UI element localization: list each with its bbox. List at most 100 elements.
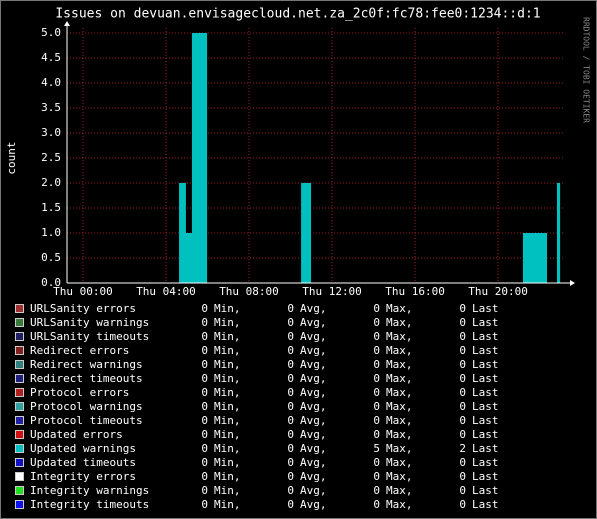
legend-min: 0 — [201, 414, 208, 427]
legend-last: 0 — [459, 386, 466, 399]
legend-column-label: Last — [472, 344, 499, 357]
legend-column-label: Max, — [386, 302, 413, 315]
legend-column-label: Min, — [214, 498, 241, 511]
y-tick-label: 4.5 — [41, 51, 61, 64]
legend-max: 0 — [373, 372, 380, 385]
legend-max: 0 — [373, 330, 380, 343]
legend-column-label: Min, — [214, 344, 241, 357]
y-axis-arrow — [64, 21, 70, 26]
legend-last: 0 — [459, 358, 466, 371]
legend-column-label: Avg, — [300, 498, 327, 511]
legend-column-label: Max, — [386, 498, 413, 511]
legend-swatch — [15, 500, 24, 509]
legend-name: Protocol timeouts — [30, 414, 143, 427]
legend-name: Updated warnings — [30, 442, 136, 455]
y-tick-label: 0.5 — [41, 251, 61, 264]
legend-min: 0 — [201, 400, 208, 413]
legend-column-label: Avg, — [300, 414, 327, 427]
legend-column-label: Last — [472, 442, 499, 455]
legend-min: 0 — [201, 316, 208, 329]
legend-avg: 0 — [287, 456, 294, 469]
legend-name: URLSanity errors — [30, 302, 136, 315]
legend-avg: 0 — [287, 484, 294, 497]
legend-column-label: Avg, — [300, 372, 327, 385]
legend-column-label: Last — [472, 372, 499, 385]
legend-max: 0 — [373, 456, 380, 469]
legend-name: Integrity errors — [30, 470, 136, 483]
legend-min: 0 — [201, 372, 208, 385]
legend-min: 0 — [201, 442, 208, 455]
legend-avg: 0 — [287, 470, 294, 483]
legend-name: URLSanity warnings — [30, 316, 149, 329]
y-axis-label: count — [5, 141, 18, 174]
legend-swatch — [15, 458, 24, 467]
legend-max: 0 — [373, 316, 380, 329]
legend-column-label: Min, — [214, 358, 241, 371]
legend-column-label: Max, — [386, 372, 413, 385]
legend-name: Protocol errors — [30, 386, 129, 399]
legend-max: 0 — [373, 400, 380, 413]
legend-column-label: Avg, — [300, 442, 327, 455]
legend-min: 0 — [201, 344, 208, 357]
legend-last: 0 — [459, 414, 466, 427]
legend-name: Redirect errors — [30, 344, 129, 357]
legend-column-label: Avg, — [300, 330, 327, 343]
legend-column-label: Max, — [386, 316, 413, 329]
legend-avg: 0 — [287, 344, 294, 357]
legend-swatch — [15, 318, 24, 327]
legend-avg: 0 — [287, 428, 294, 441]
legend-swatch — [15, 346, 24, 355]
legend-last: 0 — [459, 316, 466, 329]
legend-max: 0 — [373, 498, 380, 511]
legend-column-label: Last — [472, 498, 499, 511]
legend-min: 0 — [201, 386, 208, 399]
legend-max: 0 — [373, 470, 380, 483]
legend-column-label: Min, — [214, 414, 241, 427]
legend-max: 0 — [373, 428, 380, 441]
legend-max: 0 — [373, 302, 380, 315]
legend-column-label: Avg, — [300, 344, 327, 357]
legend-last: 0 — [459, 484, 466, 497]
legend-column-label: Avg, — [300, 386, 327, 399]
y-tick-label: 0.0 — [41, 276, 61, 289]
legend-column-label: Max, — [386, 414, 413, 427]
legend-column-label: Max, — [386, 442, 413, 455]
legend-column-label: Avg, — [300, 456, 327, 469]
legend-column-label: Avg, — [300, 316, 327, 329]
legend-min: 0 — [201, 498, 208, 511]
legend-column-label: Avg, — [300, 470, 327, 483]
legend-name: Updated errors — [30, 428, 123, 441]
legend-swatch — [15, 430, 24, 439]
grid: 0.0 0.5 1.0 1.5 2.0 2.5 3.0 3.5 4.0 4.5 5.0 Thu 00:… — [41, 26, 563, 298]
legend-column-label: Last — [472, 428, 499, 441]
legend-min: 0 — [201, 428, 208, 441]
legend-swatch — [15, 304, 24, 313]
legend-column-label: Last — [472, 330, 499, 343]
legend-column-label: Min, — [214, 302, 241, 315]
x-tick-label: Thu 04:00 — [136, 285, 196, 298]
legend-min: 0 — [201, 456, 208, 469]
legend-column-label: Avg, — [300, 428, 327, 441]
legend-column-label: Max, — [386, 344, 413, 357]
y-tick-label: 3.5 — [41, 101, 61, 114]
legend-column-label: Last — [472, 358, 499, 371]
legend-swatch — [15, 402, 24, 411]
x-tick-label: Thu 16:00 — [385, 285, 445, 298]
legend-column-label: Min, — [214, 386, 241, 399]
legend-column-label: Avg, — [300, 358, 327, 371]
legend-last: 0 — [459, 400, 466, 413]
legend-min: 0 — [201, 484, 208, 497]
legend-swatch — [15, 332, 24, 341]
x-tick-label: Thu 12:00 — [302, 285, 362, 298]
legend-swatch — [15, 360, 24, 369]
legend-column-label: Min, — [214, 484, 241, 497]
legend-avg: 0 — [287, 372, 294, 385]
y-tick-label: 1.5 — [41, 201, 61, 214]
legend-avg: 0 — [287, 386, 294, 399]
legend-last: 0 — [459, 330, 466, 343]
axes — [64, 21, 575, 286]
legend-column-label: Min, — [214, 372, 241, 385]
y-tick-label: 2.0 — [41, 176, 61, 189]
legend-column-label: Min, — [214, 456, 241, 469]
chart-title: Issues on devuan.envisagecloud.net.za_2c… — [55, 7, 540, 22]
